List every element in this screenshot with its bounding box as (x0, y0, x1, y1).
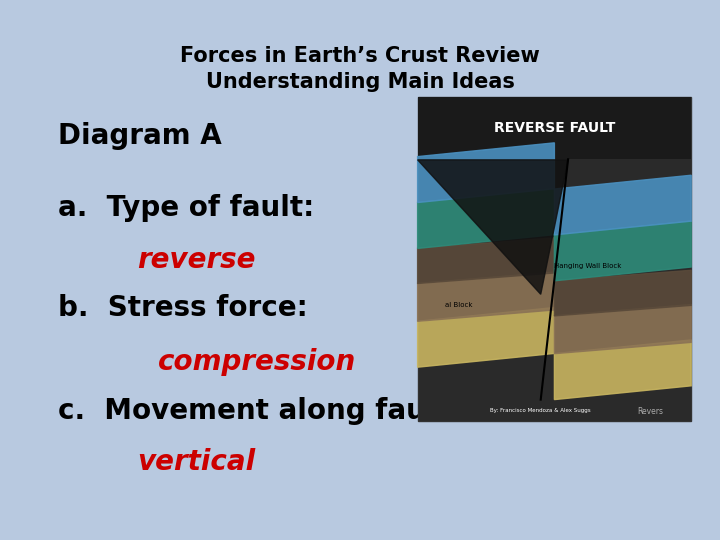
Polygon shape (554, 270, 691, 316)
Polygon shape (418, 272, 554, 321)
Text: REVERSE FAULT: REVERSE FAULT (494, 122, 615, 135)
Polygon shape (554, 340, 691, 400)
Polygon shape (418, 307, 554, 367)
FancyBboxPatch shape (418, 97, 691, 159)
Text: vertical: vertical (137, 448, 255, 476)
Text: By: Francisco Mendoza & Alex Suggs: By: Francisco Mendoza & Alex Suggs (490, 408, 591, 413)
Polygon shape (418, 189, 554, 248)
Polygon shape (418, 238, 554, 284)
Text: Diagram A: Diagram A (58, 122, 221, 150)
Text: Hanging Wall Block: Hanging Wall Block (554, 262, 621, 269)
Text: reverse: reverse (137, 246, 256, 274)
Polygon shape (418, 143, 554, 202)
Text: al Block: al Block (445, 301, 472, 308)
Polygon shape (554, 175, 691, 235)
Polygon shape (418, 160, 568, 294)
Polygon shape (554, 221, 691, 281)
Text: compression: compression (158, 348, 356, 376)
Polygon shape (554, 305, 691, 354)
FancyBboxPatch shape (418, 97, 691, 421)
Text: Revers: Revers (637, 407, 663, 416)
Text: Forces in Earth’s Crust Review
Understanding Main Ideas: Forces in Earth’s Crust Review Understan… (180, 46, 540, 92)
Text: a.  Type of fault:: a. Type of fault: (58, 194, 314, 222)
Text: c.  Movement along fault:: c. Movement along fault: (58, 397, 459, 425)
Text: b.  Stress force:: b. Stress force: (58, 294, 307, 322)
